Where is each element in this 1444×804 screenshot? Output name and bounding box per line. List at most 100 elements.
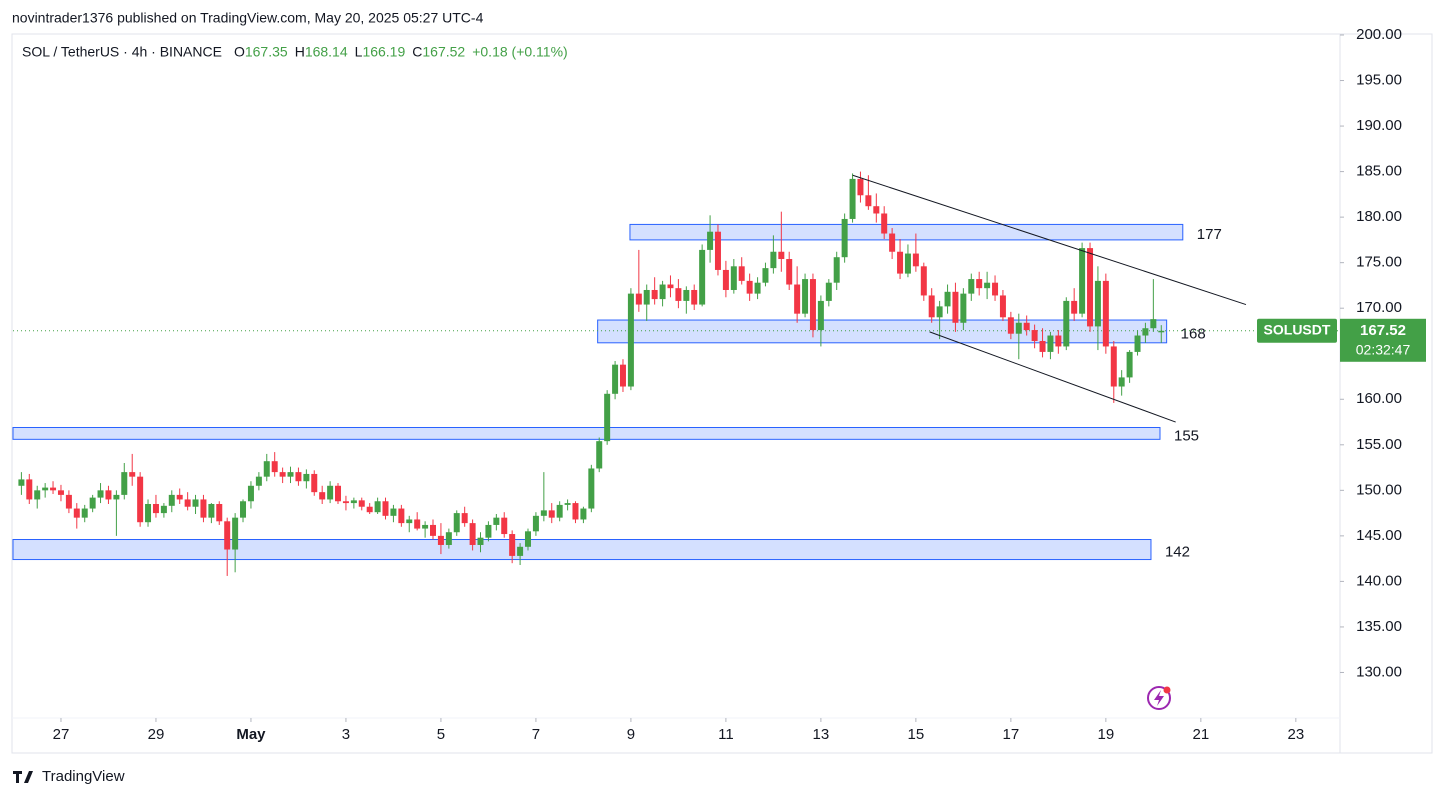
candle-body: [485, 524, 492, 538]
candle-body: [976, 279, 983, 289]
change: +0.18 (+0.11%): [472, 44, 567, 60]
candle-body: [564, 503, 571, 505]
candle-body: [1007, 317, 1014, 334]
candle-body: [667, 284, 674, 289]
candle-body: [936, 306, 943, 318]
candle-body: [81, 508, 88, 518]
candle-body: [240, 501, 247, 518]
countdown: 02:32:47: [1356, 341, 1411, 357]
candle-body: [303, 473, 310, 482]
candle-body: [113, 494, 120, 500]
alert-icon: [1147, 686, 1171, 710]
y-tick-label: 140.00: [1356, 572, 1402, 589]
candle-body: [453, 513, 460, 533]
header-title: novintrader1376 published on TradingView…: [12, 10, 484, 26]
candle-body: [1158, 330, 1165, 333]
candle-body: [1110, 346, 1117, 387]
candle-body: [57, 490, 64, 495]
candle-body: [809, 279, 816, 331]
candle-body: [437, 535, 444, 545]
candle-body: [73, 508, 80, 518]
brand-logo: [13, 771, 33, 783]
candle-body: [34, 490, 41, 500]
candle-body: [1055, 335, 1062, 347]
candle-body: [794, 284, 801, 314]
trend-line: [852, 174, 1247, 306]
candle-body: [952, 291, 959, 323]
candle-body: [271, 461, 278, 473]
candle-body: [1134, 335, 1141, 352]
candle-body: [825, 282, 832, 301]
x-tick-label: 29: [148, 726, 165, 743]
zone: [597, 319, 1168, 344]
y-tick-label: 135.00: [1356, 618, 1402, 635]
candle-body: [493, 517, 500, 525]
candle-body: [129, 472, 136, 477]
candle-body: [849, 178, 856, 219]
candle-body: [1126, 351, 1133, 378]
candle-body: [841, 218, 848, 258]
candle-body: [675, 288, 682, 301]
candle-body: [738, 266, 745, 281]
candle-body: [707, 231, 714, 250]
candle-body: [873, 206, 880, 214]
zone-label: 142: [1165, 543, 1190, 560]
symbol-badge: [1257, 318, 1337, 343]
candle-body: [279, 472, 286, 477]
candle-body: [216, 503, 223, 522]
candle-body: [802, 279, 809, 314]
candle-body: [42, 487, 49, 491]
candle-body: [208, 503, 215, 518]
candle-body: [572, 503, 579, 520]
candle-body: [604, 393, 611, 442]
candle-body: [152, 503, 159, 514]
y-tick-label: 145.00: [1356, 527, 1402, 544]
candle-body: [65, 494, 72, 509]
x-tick-label: 9: [627, 726, 635, 743]
candle-body: [984, 282, 991, 289]
candle-body: [944, 291, 951, 307]
candle-body: [762, 268, 769, 283]
candle-body: [1102, 280, 1109, 347]
candle-body: [1150, 319, 1157, 329]
candle-body: [232, 517, 239, 550]
y-tick-label: 130.00: [1356, 663, 1402, 680]
candle-body: [1142, 328, 1149, 336]
candle-body: [635, 293, 642, 305]
candle-body: [1031, 330, 1038, 341]
candle-body: [588, 468, 595, 509]
y-tick-label: 150.00: [1356, 481, 1402, 498]
legend-label: H: [295, 44, 305, 60]
candle-body: [192, 499, 199, 507]
symbol: SOL / TetherUS · 4h · BINANCE: [22, 44, 222, 60]
candle-body: [311, 473, 318, 493]
zone-label: 155: [1174, 427, 1199, 444]
candle-body: [754, 282, 761, 294]
candle-body: [619, 364, 626, 387]
candle-body: [445, 532, 452, 545]
candle-body: [770, 251, 777, 269]
y-tick-label: 190.00: [1356, 117, 1402, 134]
x-tick-label: 17: [1003, 726, 1020, 743]
candle-body: [817, 300, 824, 331]
candle-body: [176, 494, 183, 500]
x-tick-label: May: [236, 726, 266, 743]
candle-body: [691, 289, 698, 305]
candle-body: [683, 289, 690, 301]
candle-body: [247, 485, 254, 502]
candle-body: [501, 517, 508, 535]
candle-body: [200, 499, 207, 518]
zone-label: 177: [1197, 226, 1222, 243]
y-tick-label: 180.00: [1356, 208, 1402, 225]
candle-body: [406, 519, 413, 524]
candle-body: [920, 266, 927, 296]
legend-label: L: [355, 44, 363, 60]
candle-body: [390, 508, 397, 516]
candle-body: [1094, 280, 1101, 327]
candle-body: [730, 266, 737, 290]
x-tick-label: 23: [1287, 726, 1304, 743]
candle-body: [1079, 248, 1086, 314]
candle-body: [327, 485, 334, 500]
candle-body: [1039, 340, 1046, 352]
candle-body: [295, 472, 302, 482]
